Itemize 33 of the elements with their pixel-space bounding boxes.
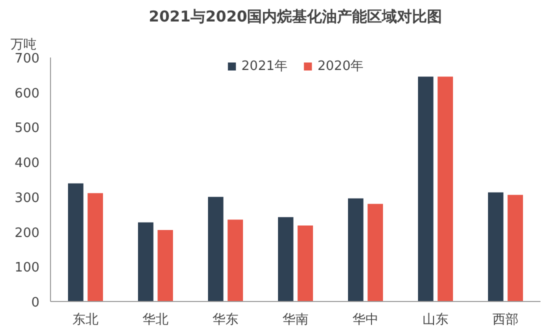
x-tick-label: 华中: [352, 312, 378, 328]
bar: [418, 76, 434, 302]
y-tick-label: 0: [31, 296, 40, 310]
y-tick-label: 500: [14, 121, 40, 136]
y-tick-label: 600: [14, 86, 40, 102]
y-tick-label: 300: [14, 190, 40, 206]
legend-label: 2021年: [241, 58, 288, 75]
bar: [368, 204, 383, 302]
bar: [158, 230, 173, 302]
y-axis-title: 万吨: [10, 38, 36, 52]
y-tick-label: 700: [14, 52, 40, 66]
bar: [278, 217, 294, 302]
bar: [438, 76, 453, 302]
y-tick-label: 100: [14, 260, 40, 276]
x-tick-label: 东北: [72, 312, 98, 328]
x-tick-label: 华南: [282, 312, 308, 328]
bar: [228, 220, 243, 302]
bar: [88, 193, 103, 302]
x-tick-label: 华东: [212, 312, 238, 328]
bar: [68, 183, 84, 302]
bar: [208, 196, 224, 302]
bar: [298, 226, 313, 302]
bar: [488, 192, 504, 302]
y-tick-label: 200: [14, 226, 40, 241]
x-tick-label: 西部: [492, 312, 518, 328]
bar: [348, 198, 364, 302]
bar: [508, 194, 523, 302]
x-tick-label: 山东: [422, 312, 448, 328]
bar: [138, 222, 154, 302]
x-tick-label: 华北: [142, 312, 168, 328]
y-tick-label: 400: [14, 156, 40, 172]
chart-title: 2021与2020国内烷基化油产能区域对比图: [148, 8, 442, 26]
legend-label: 2020年: [318, 58, 364, 75]
